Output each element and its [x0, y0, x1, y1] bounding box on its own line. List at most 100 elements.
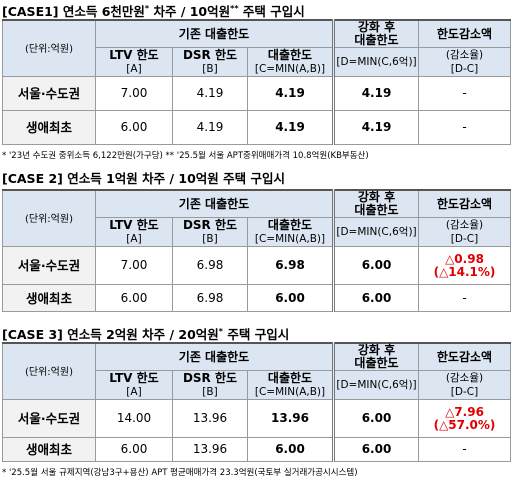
header-text: 한도감소액 — [436, 26, 493, 41]
header-text: 한도감소액 — [436, 349, 493, 364]
value-cell: 6.00 — [332, 399, 419, 438]
header-text: 강화 후 — [357, 343, 396, 357]
header-text: 강화 후 — [357, 190, 396, 204]
header-row: (단위:억원) 기존 대출한도 강화 후 대출한도 한도감소액 — [2, 19, 511, 77]
header-row: (단위:억원) 기존 대출한도 강화 후 대출한도 한도감소액 — [2, 342, 511, 400]
title-part: * — [144, 4, 150, 13]
value-cell: 4.19 — [247, 110, 334, 145]
value-cell: 6.98 — [172, 246, 248, 285]
value-cell: 6.98 — [172, 284, 248, 312]
header-text: 대출한도 — [267, 47, 313, 62]
title-part: 주택 구입시 — [222, 327, 290, 343]
header-sub: (감소율) — [445, 372, 484, 384]
header-text: DSR 한도 — [182, 47, 238, 62]
loan-table: (단위:억원) 기존 대출한도 강화 후 대출한도 한도감소액 LTV 한도 [A] DSR … — [2, 342, 511, 462]
header-sub: [A] — [126, 62, 142, 75]
value-cell: 6.00 — [332, 284, 419, 312]
data-row: 생애최초 6.00 4.19 4.19 4.19- — [2, 110, 511, 145]
data-row: 서울·수도권 7.00 4.19 4.19 4.19- — [2, 76, 511, 111]
value-cell: 13.96 — [172, 437, 248, 462]
value-cell: 6.00 — [95, 284, 173, 312]
case-title: [CASE1] 연소득 6천만원* 차주 / 10억원** 주택 구입시 — [2, 1, 510, 19]
header-sub: [B] — [202, 385, 218, 398]
header-row: LTV 한도 [A] DSR 한도 [B] 대출한도 [C=MIN(A,B)] [D=MIN… — [3, 217, 511, 247]
row-label: 서울·수도권 — [2, 246, 96, 285]
header-sub: [C=MIN(A,B)] — [254, 62, 326, 75]
header-text: 한도감소액 — [436, 196, 493, 211]
header-text: 대출한도 — [267, 370, 313, 385]
header-cell: LTV 한도 [A] — [95, 47, 173, 77]
header-cell: 기존 대출한도 — [95, 189, 334, 218]
value-cell: 6.00 — [247, 437, 334, 462]
header-sub: [A] — [126, 385, 142, 398]
decrease-text: - — [462, 86, 467, 100]
case-title: [CASE 2] 연소득 1억원 차주 / 10억원 주택 구입시 — [2, 171, 510, 189]
header-sub: [D-C] — [450, 233, 479, 245]
value-cell: 6.00 — [332, 437, 419, 462]
value-cell: 6.00 — [95, 110, 173, 145]
decrease-cell: △7.96 (△57.0%) — [418, 399, 511, 438]
header-cell: 강화 후 대출한도 — [332, 342, 419, 371]
header-text: 강화 후 — [357, 20, 396, 34]
decrease-cell: - — [418, 437, 511, 462]
decrease-cell: - — [418, 76, 511, 111]
header-text: LTV 한도 — [109, 217, 159, 232]
unit-label: (단위:억원) — [25, 213, 73, 225]
footnote: * '23년 수도권 중위소득 6,122만원(가구당) ** '25.5월 서… — [2, 151, 369, 161]
header-text: 대출한도 — [354, 356, 399, 370]
header-sub: [D-C] — [450, 386, 479, 398]
value-cell: 13.96 — [247, 399, 334, 438]
header-row: LTV 한도 [A] DSR 한도 [B] 대출한도 [C=MIN(A,B)] [D=MIN… — [3, 47, 511, 77]
decrease-text: △7.96 — [445, 404, 484, 419]
value-cell: 6.00 — [95, 437, 173, 462]
header-cell: (단위:억원) — [2, 19, 96, 77]
decrease-text: - — [462, 290, 467, 305]
header-cell: 한도감소액 — [418, 189, 511, 218]
title-part: 주택 구입시 — [238, 4, 305, 20]
header-cell: DSR 한도 [B] — [172, 217, 248, 247]
footnote: * '25.5월 서울 규제지역(강남3구+용산) APT 평균매매가격 23.… — [2, 468, 358, 478]
title-part: 차주 / 10억원 — [149, 4, 231, 20]
value-cell: 6.98 — [247, 246, 334, 285]
value-cell: 4.19 — [172, 76, 248, 111]
loan-table: (단위:억원) 기존 대출한도 강화 후 대출한도 한도감소액 LTV 한도 [A] DSR … — [2, 19, 511, 145]
value-cell: 4.19 — [247, 76, 334, 111]
header-cell: (단위:억원) — [2, 342, 96, 400]
header-sub: [C=MIN(A,B)] — [254, 232, 326, 245]
header-sub: [D=MIN(C,6억)] — [336, 56, 417, 68]
row-label: 서울·수도권 — [2, 76, 96, 111]
row-label: 생애최초 — [2, 437, 96, 462]
data-row: 서울·수도권 14.00 13.96 13.96 6.00 △7.96 (△57.0%) — [2, 399, 511, 438]
header-sub: [D-C] — [450, 63, 479, 75]
title-part: ** — [230, 4, 239, 13]
header-text: 대출한도 — [354, 203, 399, 217]
title-part: [CASE 2] 연소득 1억원 차주 / 10억원 주택 구입시 — [2, 171, 285, 186]
title-part: * — [218, 327, 223, 336]
decrease-cell: - — [418, 284, 511, 312]
header-cell: [D=MIN(C,6억)] — [332, 217, 419, 247]
header-cell: 강화 후 대출한도 — [332, 19, 419, 48]
header-sub: (감소율) — [445, 49, 484, 61]
data-row: 서울·수도권 7.00 6.98 6.98 6.00 △0.98 (△14.1%) — [2, 246, 511, 285]
header-cell: DSR 한도 [B] — [172, 370, 248, 400]
value-cell: 7.00 — [95, 76, 173, 111]
header-text: LTV 한도 — [109, 47, 159, 62]
value-cell: 14.00 — [95, 399, 173, 438]
unit-label: (단위:억원) — [25, 43, 73, 55]
header-text: LTV 한도 — [109, 370, 159, 385]
data-row: 생애최초 6.00 6.98 6.00 6.00- — [2, 284, 511, 312]
decrease-text: - — [462, 442, 467, 456]
header-cell: [D=MIN(C,6억)] — [332, 370, 419, 400]
row-label: 생애최초 — [2, 284, 96, 312]
header-cell: 대출한도 [C=MIN(A,B)] — [247, 370, 334, 400]
value-cell: 7.00 — [95, 246, 173, 285]
header-cell: (감소율) [D-C] — [418, 217, 511, 247]
header-cell: 대출한도 [C=MIN(A,B)] — [247, 217, 334, 247]
header-cell: [D=MIN(C,6억)] — [332, 47, 419, 77]
decrease-text: (△14.1%) — [433, 264, 496, 279]
header-cell: LTV 한도 [A] — [95, 217, 173, 247]
row-label: 생애최초 — [2, 110, 96, 145]
title-part: [CASE 3] 연소득 2억원 차주 / 20억원 — [2, 327, 219, 343]
title-part: [CASE1] 연소득 6천만원 — [2, 4, 145, 20]
